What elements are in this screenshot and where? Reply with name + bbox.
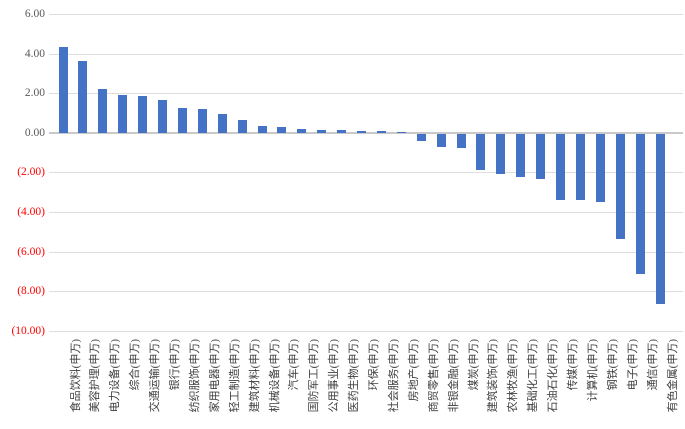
y-axis-tick-label: 4.00 — [24, 47, 45, 60]
bar — [158, 99, 167, 133]
x-axis-category-label: 纺织服饰(申万) — [188, 339, 201, 413]
x-axis-category-label: 食品饮料(申万) — [69, 339, 82, 413]
bar — [357, 130, 366, 133]
gridline — [49, 93, 683, 95]
x-axis-category-label: 煤炭(申万) — [467, 339, 480, 391]
x-axis-category-label: 农林牧渔(申万) — [507, 339, 520, 413]
bar — [317, 130, 326, 133]
bar — [178, 107, 187, 133]
bar — [78, 61, 87, 133]
x-axis-category-label: 商贸零售(申万) — [427, 339, 440, 413]
x-axis-category-label: 交通运输(申万) — [149, 339, 162, 413]
gridline — [49, 172, 683, 174]
x-axis-category-label: 建筑材料(申万) — [248, 339, 261, 413]
bar — [397, 131, 406, 133]
bar — [437, 133, 446, 147]
gridline — [49, 291, 683, 293]
bar — [218, 114, 227, 133]
bar — [556, 133, 565, 200]
bar — [377, 131, 386, 133]
x-axis-category-label: 基础化工(申万) — [527, 339, 540, 413]
x-axis-category-label: 综合(申万) — [129, 339, 142, 391]
bar — [297, 129, 306, 133]
bar — [417, 133, 426, 141]
bar — [596, 133, 605, 202]
x-axis-category-label: 房地产(申万) — [407, 339, 420, 402]
y-axis-tick-label: (8.00) — [17, 285, 45, 298]
gridline — [49, 53, 683, 55]
x-axis-category-label: 环保(申万) — [368, 339, 380, 391]
bar — [457, 133, 466, 148]
x-axis-category-label: 家用电器(申万) — [208, 339, 221, 413]
x-axis-category-label: 轻工制造(申万) — [228, 339, 241, 413]
x-axis-category-label: 银行(申万) — [169, 339, 181, 391]
bar — [496, 133, 505, 174]
y-axis-tick-label: 2.00 — [24, 87, 45, 100]
x-axis-category-label: 电子(申万) — [626, 339, 639, 391]
bar — [258, 125, 267, 133]
bar — [98, 89, 107, 133]
bar — [476, 133, 485, 171]
x-axis-category-label: 电力设备(申万) — [109, 339, 122, 413]
y-axis-tick-label: (10.00) — [11, 324, 45, 337]
x-axis-category-label: 医药生物(申万) — [348, 339, 361, 413]
gridline — [49, 330, 683, 332]
bar — [59, 46, 68, 133]
x-axis-category-label: 建筑装饰(申万) — [487, 339, 500, 413]
y-axis-tick-label: (2.00) — [17, 166, 45, 179]
bar — [238, 119, 247, 133]
y-axis-tick-label: 0.00 — [24, 126, 45, 139]
gridline — [49, 14, 683, 15]
y-axis-tick-label: (4.00) — [17, 206, 45, 219]
x-axis-category-label: 汽车(申万) — [288, 339, 301, 391]
bar — [118, 94, 127, 133]
bar — [198, 109, 207, 133]
x-axis-category-label: 美容护理(申万) — [89, 339, 102, 413]
bar — [536, 133, 545, 179]
x-axis-category-label: 钢铁(申万) — [606, 339, 619, 391]
gridline — [49, 212, 683, 214]
bar — [576, 133, 585, 200]
bar — [138, 95, 147, 133]
x-axis-category-label: 通信(申万) — [646, 339, 659, 391]
y-axis-tick-label: 6.00 — [24, 8, 45, 20]
x-axis-category-label: 机械设备(申万) — [268, 339, 281, 413]
bar — [516, 133, 525, 177]
zero-axis-line — [49, 131, 683, 134]
x-axis-category-label: 传媒(申万) — [567, 339, 579, 391]
bar — [616, 133, 625, 239]
x-axis-category-label: 有色金属(申万) — [666, 339, 679, 413]
bar — [337, 130, 346, 133]
x-axis-category-label: 计算机(申万) — [586, 339, 599, 402]
bar — [277, 127, 286, 133]
x-axis-category-label: 社会服务(申万) — [387, 339, 400, 413]
bar — [656, 133, 665, 305]
y-axis-tick-label: (6.00) — [17, 245, 45, 258]
bar — [636, 133, 645, 275]
gridline — [49, 251, 683, 253]
x-axis-category-label: 非银金融(申万) — [447, 339, 460, 413]
x-axis-category-label: 公用事业(申万) — [328, 339, 341, 413]
x-axis-category-label: 国防军工(申万) — [308, 339, 321, 413]
x-axis-category-label: 石油石化(申万) — [547, 339, 560, 413]
